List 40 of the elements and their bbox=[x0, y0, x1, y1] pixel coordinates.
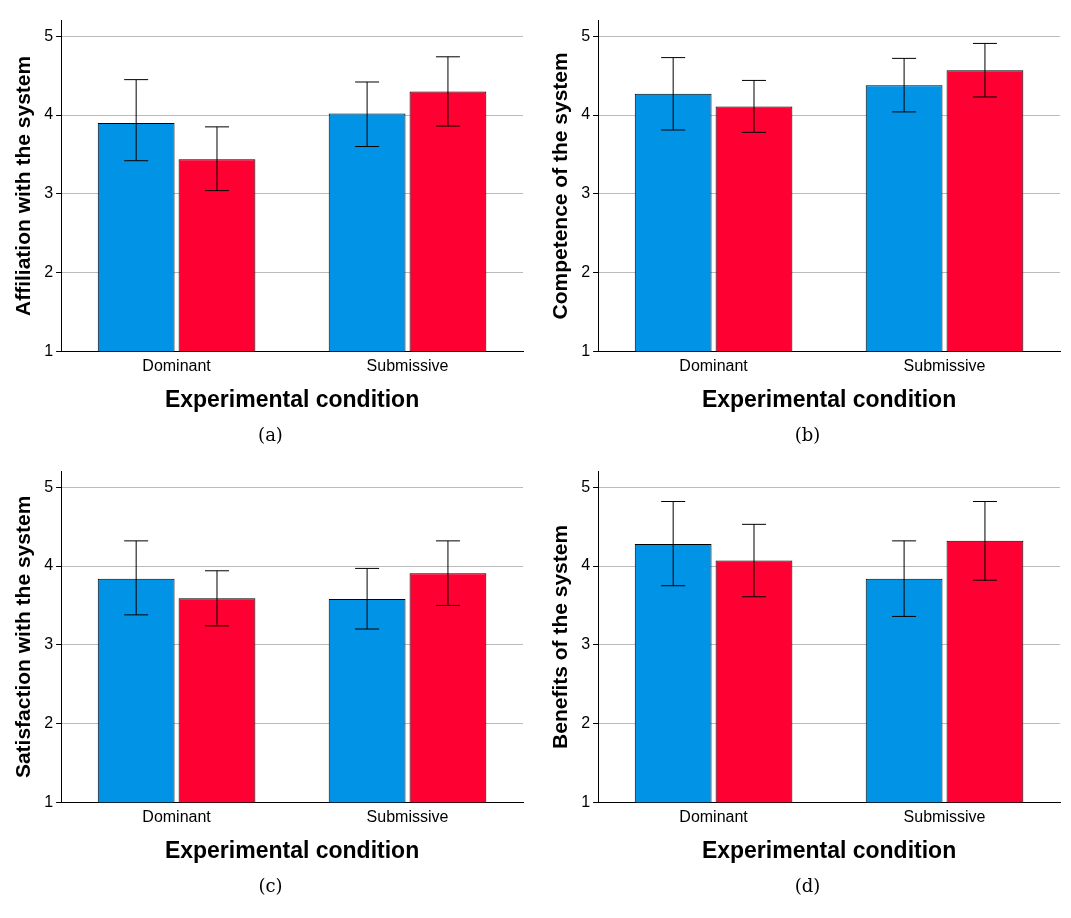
y-tick-label: 3 bbox=[581, 184, 591, 202]
y-tick-label: 1 bbox=[581, 792, 591, 810]
text: (d) bbox=[794, 875, 821, 896]
y-tick-label: 2 bbox=[44, 713, 54, 731]
y-tick-label: 4 bbox=[581, 105, 591, 123]
x-tick-label: Submissive bbox=[903, 357, 986, 375]
x-tick-label: Dominant bbox=[679, 357, 749, 375]
x-axis-title: Experimental condition bbox=[701, 836, 957, 863]
y-tick-label: 2 bbox=[581, 262, 591, 280]
y-tick-label: 2 bbox=[44, 262, 54, 280]
x-tick-label: Submissive bbox=[366, 808, 449, 826]
text: (a) bbox=[258, 424, 283, 445]
y-tick-label: 1 bbox=[44, 792, 54, 810]
y-tick-label: 3 bbox=[44, 184, 54, 202]
y-tick-label: 4 bbox=[44, 105, 54, 123]
y-tick-label: 1 bbox=[581, 341, 591, 359]
y-tick-label: 3 bbox=[581, 635, 591, 653]
text: (c) bbox=[258, 875, 283, 896]
y-tick-label: 3 bbox=[44, 635, 54, 653]
y-tick-label: 2 bbox=[581, 713, 591, 731]
x-tick-label: Submissive bbox=[366, 357, 449, 375]
x-tick-label: Dominant bbox=[679, 808, 749, 826]
y-tick-label: 5 bbox=[44, 26, 54, 44]
y-axis-title: Affiliation with the system bbox=[11, 55, 35, 316]
y-tick-label: 1 bbox=[44, 341, 54, 359]
y-axis-title: Competence of the system bbox=[548, 52, 572, 320]
x-tick-label: Dominant bbox=[142, 808, 212, 826]
y-tick-label: 4 bbox=[581, 556, 591, 574]
y-tick-label: 5 bbox=[44, 477, 54, 495]
y-axis-title: Benefits of the system bbox=[548, 524, 572, 749]
y-tick-label: 5 bbox=[581, 26, 591, 44]
x-axis-title: Experimental condition bbox=[164, 836, 420, 863]
text: (b) bbox=[794, 424, 821, 445]
y-tick-label: 4 bbox=[44, 556, 54, 574]
x-tick-label: Dominant bbox=[142, 357, 212, 375]
y-axis-title: Satisfaction with the system bbox=[11, 495, 35, 779]
x-tick-label: Submissive bbox=[903, 808, 986, 826]
x-axis-title: Experimental condition bbox=[701, 385, 957, 412]
y-tick-label: 5 bbox=[581, 477, 591, 495]
x-axis-title: Experimental condition bbox=[164, 385, 420, 412]
